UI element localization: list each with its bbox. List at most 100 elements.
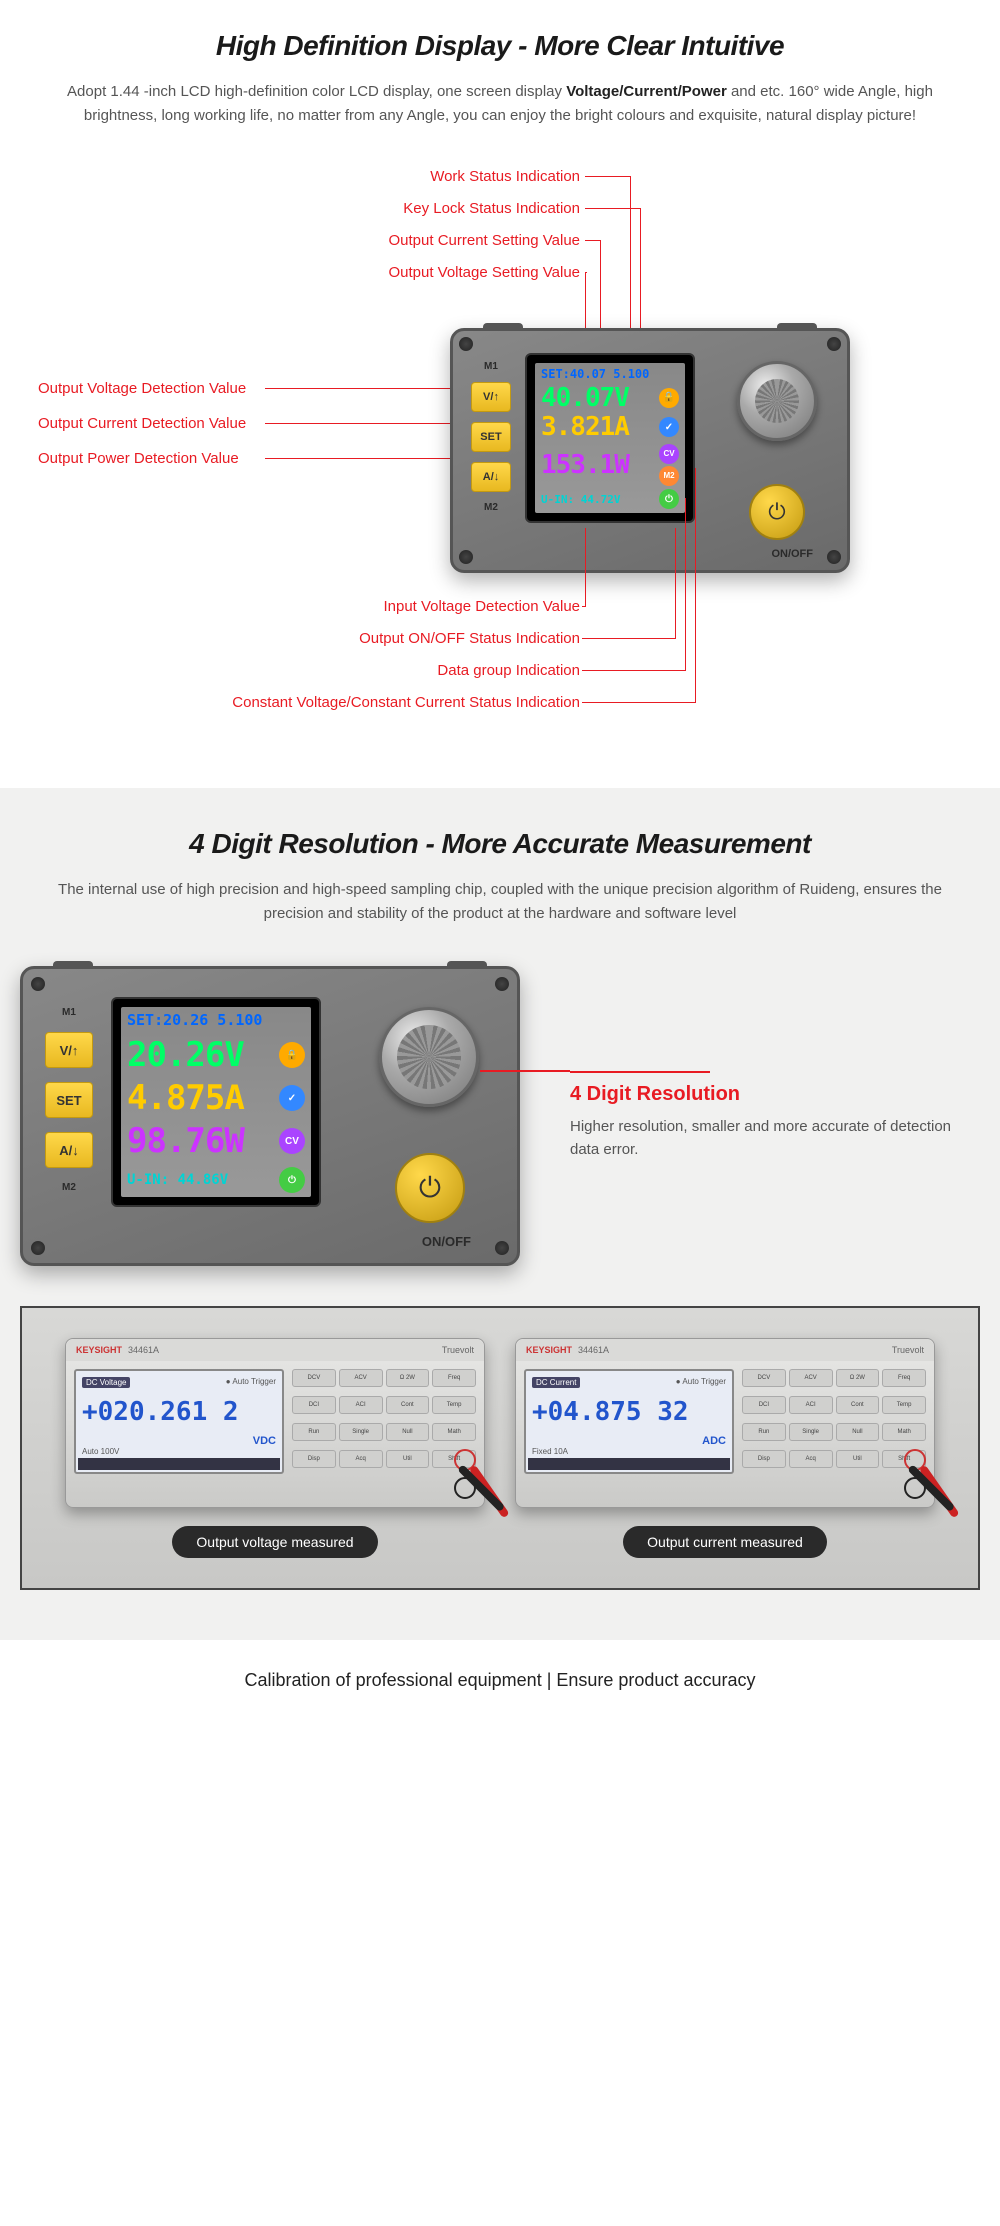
meter-trigger: ● Auto Trigger [676, 1377, 726, 1388]
power-supply-device: M1 V/↑ SET A/↓ M2 SET:40.07 5.100 40.07V… [450, 328, 850, 573]
meter-btn[interactable]: Run [292, 1423, 336, 1441]
lcd-set-line: SET:20.26 5.100 [127, 1011, 305, 1029]
meter-btn[interactable]: Run [742, 1423, 786, 1441]
rotary-knob[interactable] [379, 1007, 479, 1107]
lcd-set-line: SET:40.07 5.100 [541, 367, 679, 381]
meter-btn[interactable]: ACV [339, 1369, 383, 1387]
meter-btn[interactable]: Freq [882, 1369, 926, 1387]
annotation-diagram: Work Status Indication Key Lock Status I… [20, 168, 980, 748]
label-out-pwr-det: Output Power Detection Value [38, 450, 239, 467]
power-icon: ⏻ [659, 489, 679, 509]
lcd-voltage: 40.07V [541, 385, 629, 411]
a-down-button[interactable]: A/↓ [471, 462, 511, 492]
meter-btn[interactable]: Cont [386, 1396, 430, 1414]
check-icon: ✓ [659, 417, 679, 437]
meter-btn[interactable]: Single [789, 1423, 833, 1441]
meter-btn[interactable]: DCV [292, 1369, 336, 1387]
meter-btn[interactable]: Math [882, 1423, 926, 1441]
meter-buttons: DCVACVΩ 2WFreq DCIACIContTemp RunSingleN… [292, 1369, 476, 1474]
onoff-label: ON/OFF [771, 548, 813, 560]
rotary-knob[interactable] [737, 361, 817, 441]
meter-btn[interactable]: Util [386, 1450, 430, 1468]
meter-btn[interactable]: Temp [432, 1396, 476, 1414]
meter-brand: KEYSIGHT [76, 1345, 122, 1355]
lcd-uin: U-IN: 44.72V [541, 493, 620, 506]
multimeter-voltage: KEYSIGHT 34461A Truevolt DC Voltage ● Au… [65, 1338, 485, 1508]
leader [582, 670, 686, 671]
screw [31, 1241, 45, 1255]
section1-title: High Definition Display - More Clear Int… [20, 30, 980, 62]
m1-label: M1 [45, 1007, 93, 1018]
meter-btn[interactable]: Null [836, 1423, 880, 1441]
label-work-status: Work Status Indication [430, 168, 580, 185]
set-button[interactable]: SET [471, 422, 511, 452]
set-button[interactable]: SET [45, 1082, 93, 1118]
meter-btn[interactable]: ACV [789, 1369, 833, 1387]
pill-current: Output current measured [623, 1526, 827, 1558]
meter-btn[interactable]: Cont [836, 1396, 880, 1414]
meter-btn[interactable]: ACI [339, 1396, 383, 1414]
meter-btn[interactable]: Acq [339, 1450, 383, 1468]
meter-btn[interactable]: Temp [882, 1396, 926, 1414]
screw [827, 550, 841, 564]
lcd-inner: SET:40.07 5.100 40.07V 🔒 3.821A ✓ 153.1W… [535, 363, 685, 513]
leader [675, 528, 676, 638]
section1-desc: Adopt 1.44 -inch LCD high-definition col… [50, 80, 950, 128]
check-icon: ✓ [279, 1085, 305, 1111]
button-column: M1 V/↑ SET A/↓ M2 [471, 361, 511, 513]
cv-icon: CV [659, 444, 679, 464]
lcd-power: 153.1W [541, 452, 629, 478]
power-button[interactable]: ⏻ [395, 1153, 465, 1223]
lcd-screen: SET:20.26 5.100 20.26V 🔒 4.875A ✓ 98.76W… [111, 997, 321, 1207]
pill-voltage: Output voltage measured [172, 1526, 377, 1558]
multimeter-panel: KEYSIGHT 34461A Truevolt DC Voltage ● Au… [20, 1306, 980, 1590]
meter-brand: KEYSIGHT [526, 1345, 572, 1355]
meter-btn[interactable]: Disp [742, 1450, 786, 1468]
meter-btn[interactable]: Math [432, 1423, 476, 1441]
meter-btn[interactable]: ACI [789, 1396, 833, 1414]
meter-btn[interactable]: Single [339, 1423, 383, 1441]
meter-mode: DC Current [532, 1377, 580, 1388]
meter-btn[interactable]: Freq [432, 1369, 476, 1387]
lcd-uin: U-IN: 44.86V [127, 1172, 228, 1188]
meter-screen: DC Voltage ● Auto Trigger +020.261 2 VDC… [74, 1369, 284, 1474]
screw [31, 977, 45, 991]
meter-btn[interactable]: DCI [292, 1396, 336, 1414]
meter-btn[interactable]: Ω 2W [836, 1369, 880, 1387]
v-up-button[interactable]: V/↑ [471, 382, 511, 412]
meter-body: DC Voltage ● Auto Trigger +020.261 2 VDC… [66, 1361, 484, 1482]
leader [585, 240, 600, 241]
lock-icon: 🔒 [659, 388, 679, 408]
device2-wrap: M1 V/↑ SET A/↓ M2 SET:20.26 5.100 20.26V… [20, 966, 540, 1266]
leader [582, 702, 696, 703]
desc-pre: Adopt 1.44 -inch LCD high-definition col… [67, 83, 566, 100]
screw [495, 1241, 509, 1255]
meter-btn[interactable]: DCI [742, 1396, 786, 1414]
button-column: M1 V/↑ SET A/↓ M2 [45, 1007, 93, 1193]
meter-btn[interactable]: DCV [742, 1369, 786, 1387]
meter-unit: ADC [532, 1435, 726, 1447]
footer-text: Calibration of professional equipment | … [0, 1640, 1000, 1721]
a-down-button[interactable]: A/↓ [45, 1132, 93, 1168]
meter-model: 34461A [578, 1345, 609, 1355]
power-button[interactable]: ⏻ [749, 484, 805, 540]
callout-4digit: 4 Digit Resolution Higher resolution, sm… [570, 1071, 980, 1161]
meter-mode: DC Voltage [82, 1377, 130, 1388]
meter-btn[interactable]: Ω 2W [386, 1369, 430, 1387]
screw [459, 337, 473, 351]
meter-btn[interactable]: Util [836, 1450, 880, 1468]
meter-btn[interactable]: Acq [789, 1450, 833, 1468]
v-up-button[interactable]: V/↑ [45, 1032, 93, 1068]
lcd-current: 4.875A [127, 1081, 244, 1115]
meter-btn[interactable]: Disp [292, 1450, 336, 1468]
cv-icon: CV [279, 1128, 305, 1154]
label-cv-cc: Constant Voltage/Constant Current Status… [232, 694, 580, 711]
power-icon: ⏻ [279, 1167, 305, 1193]
lcd-screen: SET:40.07 5.100 40.07V 🔒 3.821A ✓ 153.1W… [525, 353, 695, 523]
m2-label: M2 [45, 1182, 93, 1193]
label-in-volt: Input Voltage Detection Value [383, 598, 580, 615]
callout-heading: 4 Digit Resolution [570, 1083, 980, 1106]
meter-btn[interactable]: Null [386, 1423, 430, 1441]
leader [585, 528, 586, 606]
meter-header: KEYSIGHT 34461A Truevolt [516, 1339, 934, 1361]
